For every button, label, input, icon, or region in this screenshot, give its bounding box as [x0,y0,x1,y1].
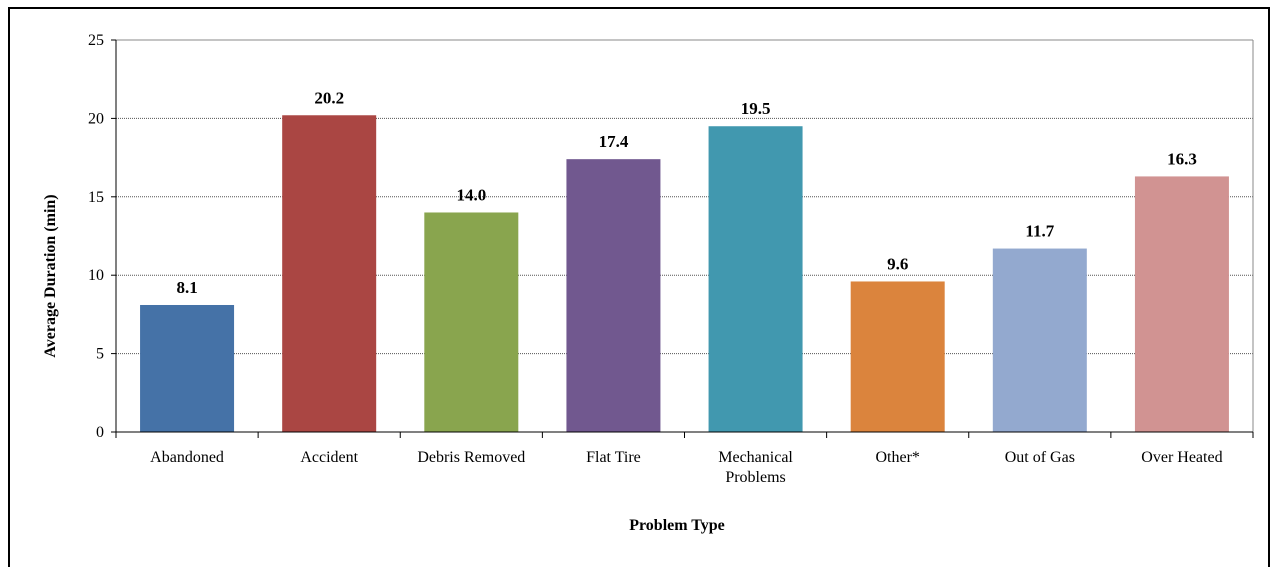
axes [111,39,1254,438]
x-axis-title: Problem Type [629,517,725,534]
bars [140,115,1229,433]
bar [140,304,235,432]
x-tick-label: Accident [300,449,358,466]
labels: 0 5 10 15 20 25 8.1 Abandoned 20.2 Accident 14.0 De… [88,32,1223,486]
bar [424,212,519,432]
y-tick-label: 5 [96,346,104,363]
bar [850,281,945,432]
x-tick-label: Mechanical [718,449,793,466]
bar [566,159,661,432]
data-label: 16.3 [1167,149,1197,168]
y-tick-label: 15 [88,189,104,206]
x-tick-label: Abandoned [150,449,224,466]
x-tick-label: Out of Gas [1005,449,1075,466]
data-label: 19.5 [741,99,771,118]
x-tick-label: Other* [875,449,919,466]
y-axis-title: Average Duration (min) [42,194,59,357]
y-tick-label: 20 [88,110,104,127]
bar [708,126,803,433]
x-tick-label: Over Heated [1141,449,1222,466]
data-label: 11.7 [1025,222,1054,241]
x-tick-label: Problems [725,469,785,486]
data-label: 8.1 [176,278,197,297]
x-tick-label: Flat Tire [586,449,641,466]
x-tick-label: Debris Removed [417,449,525,466]
data-label: 20.2 [314,88,344,107]
bar [992,248,1087,432]
y-tick-label: 25 [88,32,104,49]
data-label: 9.6 [887,254,908,273]
data-label: 17.4 [599,132,629,151]
y-tick-label: 0 [96,424,104,441]
chart-frame [8,7,1270,567]
bar [282,115,377,432]
data-label: 14.0 [456,185,486,204]
y-tick-label: 10 [88,267,104,284]
bar [1134,176,1229,432]
